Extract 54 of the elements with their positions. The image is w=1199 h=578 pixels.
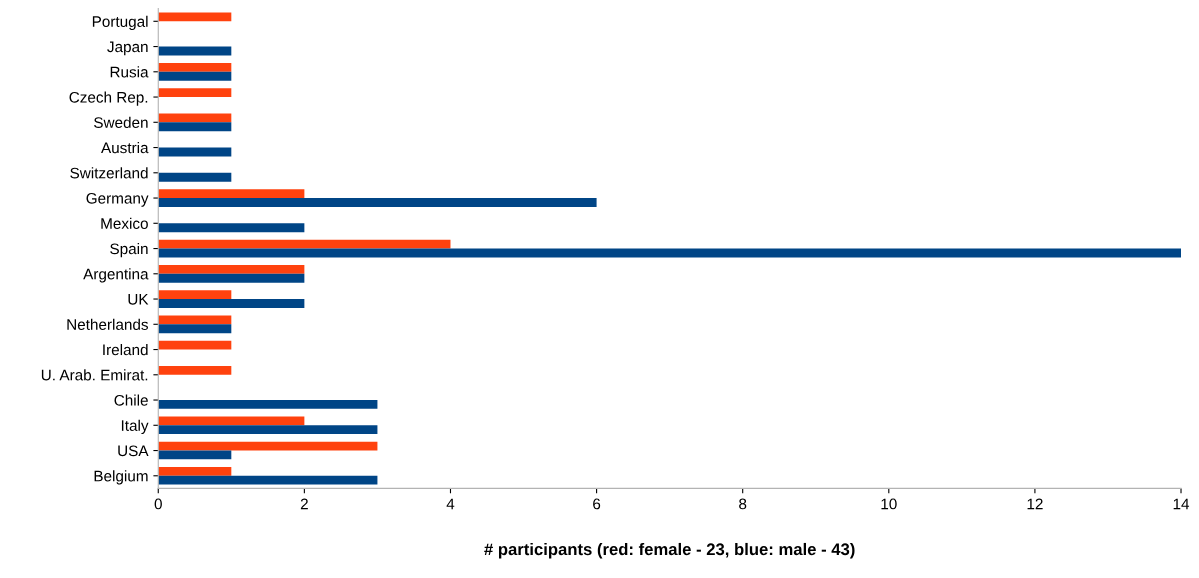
bar xyxy=(158,365,232,375)
bar xyxy=(158,324,232,334)
bar xyxy=(158,71,232,81)
bar xyxy=(158,299,305,308)
bar xyxy=(158,425,378,435)
bar xyxy=(158,248,1182,258)
y-tick-label: Ireland xyxy=(103,344,148,356)
y-tick-label: Austria xyxy=(101,142,149,154)
bar xyxy=(158,223,305,233)
bar xyxy=(158,315,232,325)
bar xyxy=(158,88,232,98)
x-tick-label: 14 xyxy=(1173,498,1190,510)
bar xyxy=(158,273,305,283)
bar xyxy=(158,172,232,182)
bar xyxy=(158,189,305,199)
bar xyxy=(158,416,305,426)
x-tick-label: 12 xyxy=(1027,498,1043,510)
bar xyxy=(158,466,232,476)
y-tick-label: Mexico xyxy=(101,217,148,229)
x-tick-label: 0 xyxy=(154,498,162,510)
bar xyxy=(158,113,232,123)
x-axis-title: # participants (red: female - 23, blue: male - 43) xyxy=(484,542,855,559)
bar xyxy=(158,441,378,451)
x-tick-label: 4 xyxy=(446,498,455,510)
y-tick-label: Chile xyxy=(114,394,148,406)
x-tick-label: 2 xyxy=(300,498,308,510)
bar xyxy=(158,198,597,207)
y-tick-label: UK xyxy=(128,294,149,305)
y-tick-label: Japan xyxy=(107,41,148,56)
y-tick-label: Netherlands xyxy=(67,318,148,330)
bar xyxy=(158,400,378,409)
bar xyxy=(158,264,305,274)
bar xyxy=(158,62,232,72)
x-tick-label: 8 xyxy=(739,498,747,510)
y-tick-label: Spain xyxy=(110,243,148,258)
x-tick-label: 10 xyxy=(881,498,897,510)
bar xyxy=(158,475,378,485)
x-tick-label: 6 xyxy=(593,498,601,510)
y-tick-label: Italy xyxy=(121,419,149,434)
bar xyxy=(158,290,232,300)
y-tick-label: Switzerland xyxy=(70,167,148,179)
bar xyxy=(158,239,451,249)
y-tick-label: USA xyxy=(118,445,149,457)
y-tick-label: Czech Rep. xyxy=(69,91,148,106)
y-tick-label: Germany xyxy=(86,192,149,207)
y-tick-label: Rusia xyxy=(110,66,149,78)
y-tick-label: Portugal xyxy=(92,15,148,30)
bar xyxy=(158,12,232,22)
y-tick-label: U. Arab. Emirat. xyxy=(41,369,148,381)
y-tick-label: Belgium xyxy=(94,470,148,485)
bar xyxy=(158,340,232,350)
bar xyxy=(158,122,232,132)
y-tick-label: Sweden xyxy=(94,116,148,128)
y-tick-label: Argentina xyxy=(83,268,149,283)
